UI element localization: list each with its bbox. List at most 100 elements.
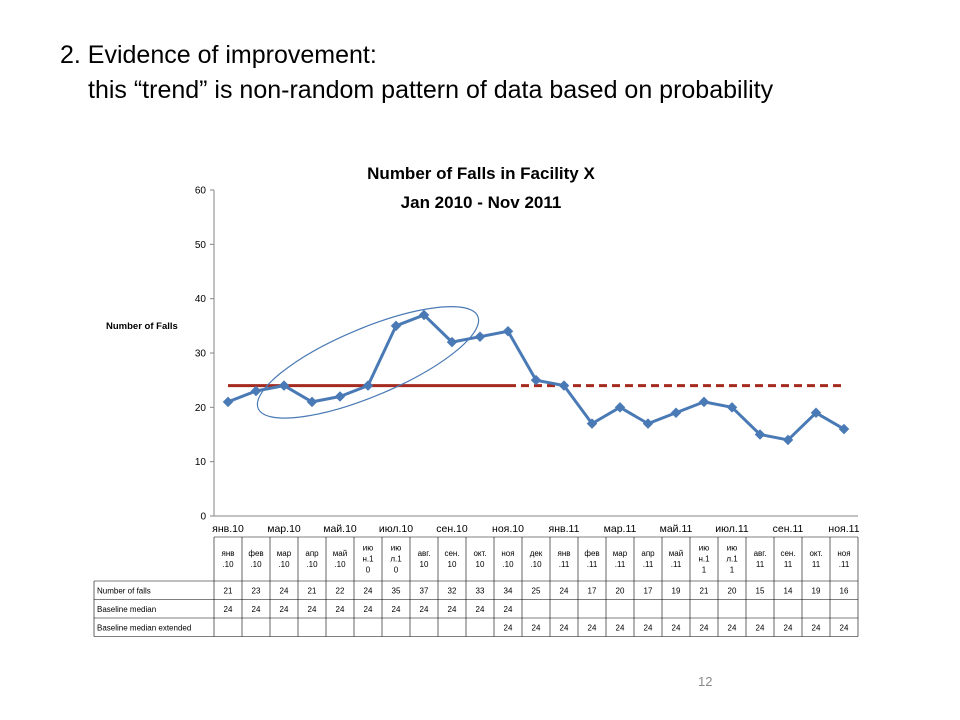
- table-row-label: Baseline median: [97, 605, 156, 614]
- table-cell: 24: [532, 624, 541, 633]
- table-header-text: .10: [530, 560, 542, 569]
- series-markers: [222, 309, 850, 446]
- table-header-text: н.1: [698, 555, 710, 564]
- page-number: 12: [698, 674, 713, 689]
- table-header-text: .10: [222, 560, 234, 569]
- y-tick-label: 20: [195, 403, 207, 414]
- falls-data-point: [754, 429, 766, 440]
- table-header-text: .10: [334, 560, 346, 569]
- table-cell: 24: [588, 624, 597, 633]
- table-header-text: .10: [278, 560, 290, 569]
- table-cell: 17: [644, 587, 653, 596]
- y-tick-label: 30: [195, 349, 207, 360]
- table-cell: 25: [532, 587, 541, 596]
- table-cell: 24: [812, 624, 821, 633]
- table-cell: 24: [504, 605, 513, 614]
- table-header-text: сен.: [780, 549, 795, 558]
- table-header-text: ию: [363, 544, 373, 553]
- falls-data-point: [474, 331, 486, 343]
- table-header-text: окт.: [809, 549, 822, 558]
- table-cell: 24: [644, 624, 653, 633]
- heading-line-2: this “trend” is non-random pattern of da…: [88, 76, 774, 104]
- table-cell: 24: [364, 605, 373, 614]
- table-cell: 17: [588, 587, 597, 596]
- table-cell: 24: [756, 624, 765, 633]
- table-header-text: .11: [559, 560, 570, 569]
- y-axis-label: Number of Falls: [106, 321, 178, 332]
- x-axis-label: ноя.10: [492, 523, 524, 535]
- table-cell: 23: [252, 587, 261, 596]
- table-header-text: 11: [784, 560, 793, 569]
- table-header-text: 0: [366, 566, 371, 575]
- x-axis-label: май.11: [660, 523, 693, 535]
- table-cell: 16: [840, 587, 849, 596]
- falls-data-point: [306, 396, 318, 408]
- slide-heading: 2. Evidence of improvement: this “trend”…: [60, 38, 773, 108]
- table-header-text: ноя: [501, 549, 514, 558]
- falls-data-point: [362, 380, 374, 391]
- y-tick-label: 10: [195, 457, 207, 468]
- x-axis-label: янв.10: [212, 523, 244, 535]
- table-cell: 24: [728, 624, 737, 633]
- table-header-text: авг.: [418, 549, 431, 558]
- table-header-text: .10: [250, 560, 262, 569]
- table-row-label: Baseline median extended: [97, 624, 191, 633]
- table-header-text: 1: [730, 566, 735, 575]
- table-header-text: .11: [839, 560, 850, 569]
- y-tick-label: 50: [195, 240, 207, 251]
- table-cell: 33: [476, 587, 485, 596]
- table-header-text: дек: [530, 549, 543, 558]
- table-header-text: ию: [391, 544, 401, 553]
- table-cell: 14: [784, 587, 793, 596]
- x-axis-label: мар.11: [604, 523, 637, 535]
- table-cell: 24: [560, 587, 569, 596]
- y-axis: 0 10 20 30 40 50 60: [195, 186, 858, 523]
- table-cell: 24: [840, 624, 849, 633]
- table-cell: 24: [280, 587, 289, 596]
- falls-data-point: [698, 396, 710, 408]
- falls-data-point: [278, 380, 290, 391]
- table-cell: 24: [336, 605, 345, 614]
- table-cell: 24: [252, 605, 261, 614]
- table-header-text: май: [333, 549, 347, 558]
- falls-data-point: [334, 391, 346, 402]
- table-cell: 24: [448, 605, 457, 614]
- table-cell: 24: [392, 605, 401, 614]
- heading-line-1: 2. Evidence of improvement:: [60, 41, 377, 69]
- table-cell: 24: [280, 605, 289, 614]
- table-cell: 21: [700, 587, 709, 596]
- table-cell: 24: [700, 624, 709, 633]
- table-header-text: 11: [756, 560, 765, 569]
- table-cell: 34: [504, 587, 513, 596]
- table-header-text: 10: [448, 560, 457, 569]
- table-header-text: янв: [558, 549, 571, 558]
- falls-data-point: [222, 396, 234, 408]
- x-axis-label: май.10: [323, 523, 357, 535]
- y-tick-label: 60: [195, 186, 207, 197]
- table-header-text: л.1: [390, 555, 402, 564]
- table-header-text: н.1: [362, 555, 374, 564]
- table-cell: 24: [420, 605, 429, 614]
- table-header-text: май: [669, 549, 683, 558]
- table-cell: 19: [672, 587, 681, 596]
- table-cell: 20: [616, 587, 625, 596]
- falls-data-point: [586, 418, 598, 429]
- table-header-text: янв: [222, 549, 235, 558]
- table-header-text: 0: [394, 566, 399, 575]
- table-header-text: .11: [587, 560, 598, 569]
- table-header-text: ию: [727, 544, 737, 553]
- table-cell: 15: [756, 587, 765, 596]
- y-tick-label: 0: [200, 512, 206, 523]
- table-cell: 24: [364, 587, 373, 596]
- table-header-text: ию: [699, 544, 709, 553]
- x-axis-label: июл.10: [379, 523, 413, 535]
- table-cell: 32: [448, 587, 457, 596]
- table-cell: 20: [728, 587, 737, 596]
- x-axis-label: сен.10: [436, 523, 468, 535]
- table-header-text: ноя: [837, 549, 850, 558]
- falls-data-point: [726, 401, 738, 413]
- table-cell: 22: [336, 587, 345, 596]
- falls-data-point: [782, 434, 794, 446]
- falls-data-point: [614, 401, 626, 413]
